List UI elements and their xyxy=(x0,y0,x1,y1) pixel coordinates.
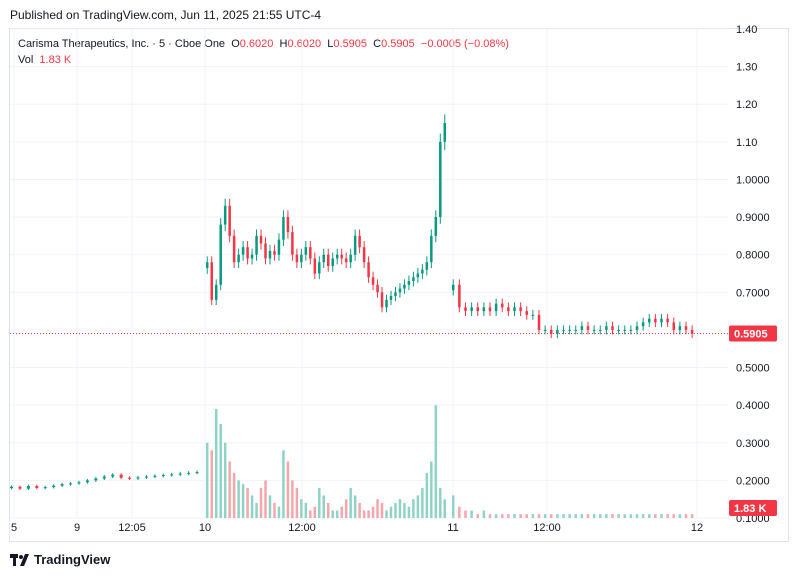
low-label: L xyxy=(327,38,334,50)
volume-value: 1.83 K xyxy=(39,54,72,66)
open-value: 0.6020 xyxy=(239,38,274,50)
legend: Carisma Therapeutics, Inc. · 5 · Cboe On… xyxy=(18,36,509,68)
chart-frame[interactable] xyxy=(9,28,789,542)
footer: TradingView xyxy=(10,552,110,567)
close-value: 0.5905 xyxy=(381,38,415,50)
symbol-label[interactable]: Carisma Therapeutics, Inc. · 5 · Cboe On… xyxy=(18,38,226,50)
published-label: Published on TradingView.com, Jun 11, 20… xyxy=(10,8,322,22)
legend-volume-row: Vol 1.83 K xyxy=(18,52,509,68)
low-value: 0.5905 xyxy=(333,38,368,50)
legend-ohlc-row: Carisma Therapeutics, Inc. · 5 · Cboe On… xyxy=(18,36,509,52)
open-label: O xyxy=(231,38,240,50)
high-value: 0.6020 xyxy=(287,38,322,50)
volume-label: Vol xyxy=(18,54,34,66)
close-label: C xyxy=(373,38,382,50)
tradingview-logo-icon[interactable] xyxy=(10,553,29,566)
high-label: H xyxy=(279,38,288,50)
brand-label[interactable]: TradingView xyxy=(34,552,111,567)
change-value: −0.0005 (−0.08%) xyxy=(420,38,509,50)
